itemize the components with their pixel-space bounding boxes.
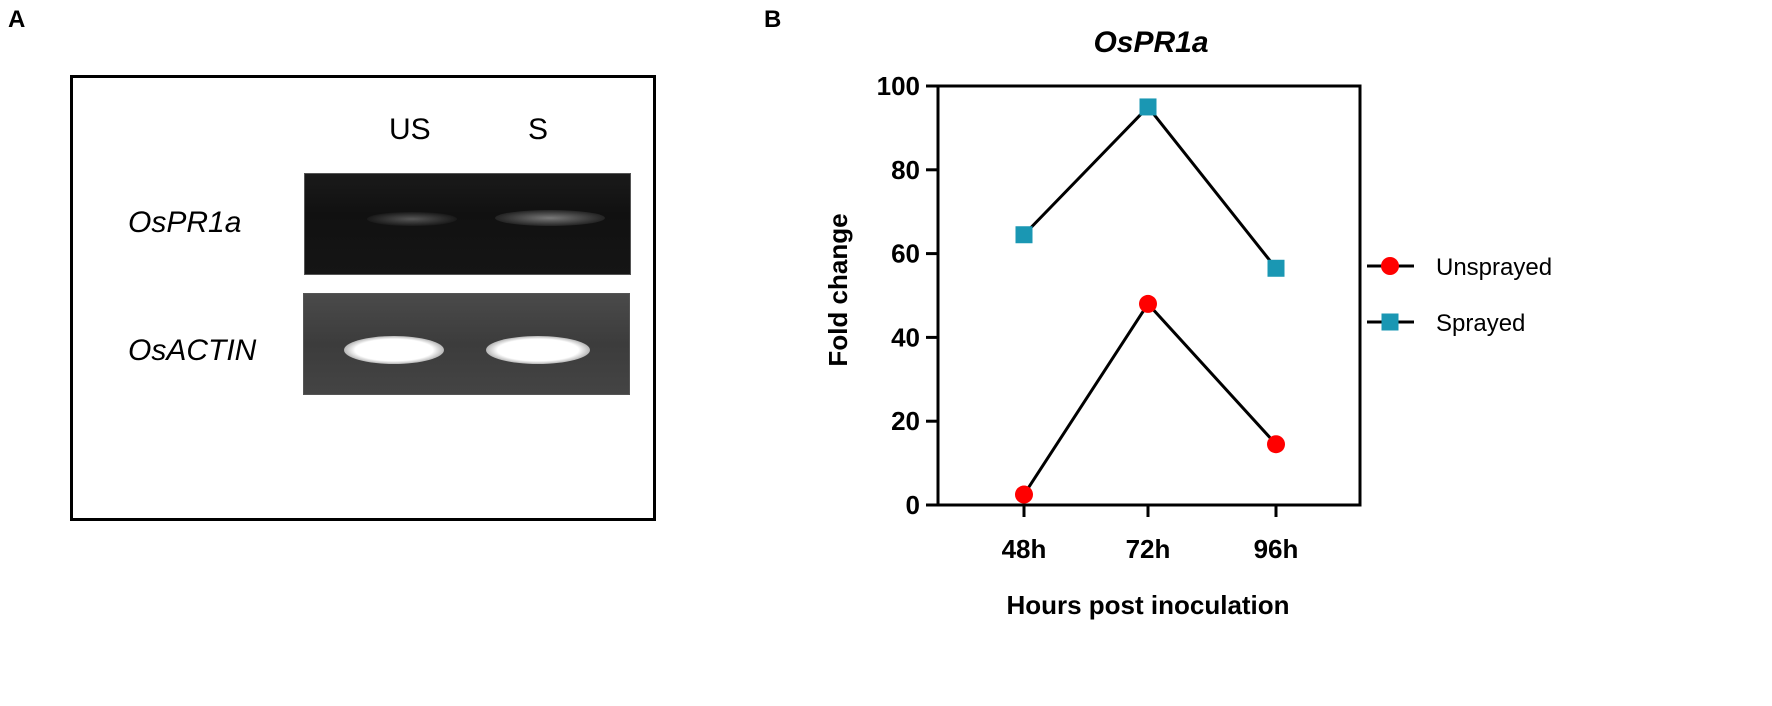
y-tick-label: 60 xyxy=(891,239,920,269)
lane-label-us: US xyxy=(389,113,431,146)
legend-label-unsprayed: Unsprayed xyxy=(1436,254,1552,281)
y-axis-label: Fold change xyxy=(823,213,853,366)
x-tick-label: 96h xyxy=(1254,534,1299,564)
lane-label-s: S xyxy=(528,113,549,146)
gel-band-ospr1a-us xyxy=(367,212,457,226)
chart-axes: 0 20 40 60 80 100 48h 72h 96h xyxy=(877,71,1362,564)
chart-legend: Unsprayed Sprayed xyxy=(1367,254,1552,337)
panel-b-letter: B xyxy=(764,6,782,33)
y-tick-label: 80 xyxy=(891,155,920,185)
panel-a-letter: A xyxy=(8,6,26,33)
y-tick-label: 100 xyxy=(877,71,920,101)
gel-band-osactin-s xyxy=(486,336,590,364)
data-point-unsprayed xyxy=(1139,294,1157,313)
y-tick-label: 0 xyxy=(906,490,920,520)
data-point-sprayed xyxy=(1015,226,1033,244)
gel-strip-ospr1a xyxy=(304,173,631,275)
row-label-ospr1a: OsPR1a xyxy=(128,206,242,239)
legend-label-sprayed: Sprayed xyxy=(1436,310,1525,337)
y-tick-label: 20 xyxy=(891,406,920,436)
series-markers xyxy=(1015,98,1285,504)
gel-strip-osactin xyxy=(303,293,630,395)
data-point-unsprayed xyxy=(1015,485,1033,504)
gel-band-ospr1a-s xyxy=(495,210,605,226)
row-label-osactin: OsACTIN xyxy=(128,334,257,367)
x-tick-label: 72h xyxy=(1126,534,1171,564)
series-line-unsprayed xyxy=(1022,301,1278,496)
legend-marker-sprayed xyxy=(1381,313,1399,331)
data-point-sprayed xyxy=(1267,259,1285,277)
x-tick-label: 48h xyxy=(1002,534,1047,564)
x-axis-label: Hours post inoculation xyxy=(1006,590,1289,620)
y-tick-label: 40 xyxy=(891,322,920,352)
legend-marker-unsprayed xyxy=(1381,257,1399,275)
gel-band-osactin-us xyxy=(344,336,444,364)
series-line-sprayed xyxy=(1022,104,1278,270)
data-point-sprayed xyxy=(1139,98,1157,116)
data-point-unsprayed xyxy=(1267,435,1285,454)
chart-title: OsPR1a xyxy=(1093,26,1208,59)
